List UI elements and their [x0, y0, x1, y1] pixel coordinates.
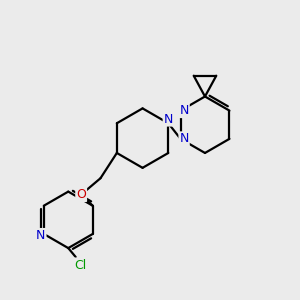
Text: N: N [164, 112, 173, 126]
Text: O: O [76, 188, 86, 201]
Text: Cl: Cl [74, 259, 86, 272]
Text: N: N [36, 229, 46, 242]
Text: N: N [179, 104, 189, 117]
Text: N: N [179, 132, 189, 146]
